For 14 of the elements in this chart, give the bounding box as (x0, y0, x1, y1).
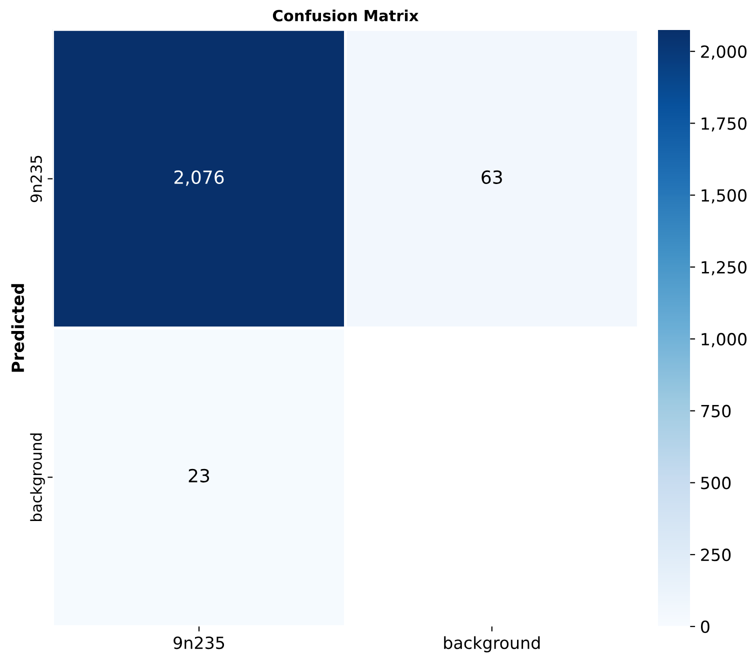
data-label: 23 (188, 468, 210, 482)
color-bar-label: 500 (701, 476, 731, 490)
color-bar-label: 1,750 (702, 117, 746, 132)
color-bar-label: 1,250 (702, 261, 746, 276)
data-label: 63 (482, 170, 502, 184)
color-bar-label: 1,500 (702, 189, 746, 204)
y-axis-title: Predicted (11, 284, 24, 372)
color-bar-label: 2,000 (701, 45, 746, 60)
color-bar-label: 1,000 (702, 332, 746, 348)
color-bar-label: 750 (701, 404, 731, 418)
data-label: 2,076 (174, 170, 224, 186)
chart-title: Confusion Matrix (272, 10, 419, 22)
color-bar-label: 0 (700, 620, 710, 634)
color-bar-label: 250 (701, 548, 731, 562)
